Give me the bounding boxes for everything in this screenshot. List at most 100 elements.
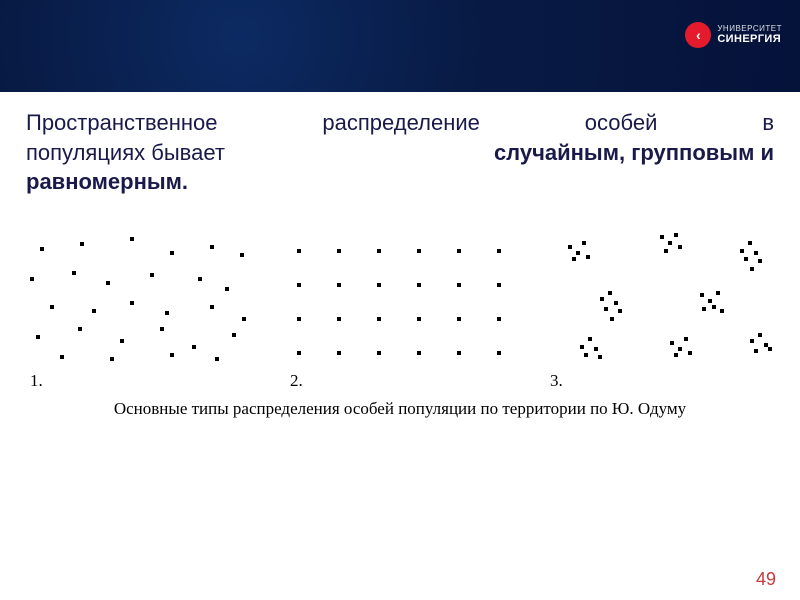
data-point <box>78 327 82 331</box>
data-point <box>580 345 584 349</box>
data-point <box>72 271 76 275</box>
data-point <box>758 259 762 263</box>
data-point <box>600 297 604 301</box>
data-point <box>165 311 169 315</box>
brand-chevron-icon: ‹ <box>685 22 711 48</box>
data-point <box>80 242 84 246</box>
data-point <box>417 317 421 321</box>
data-point <box>198 277 202 281</box>
data-point <box>750 339 754 343</box>
data-point <box>297 283 301 287</box>
data-point <box>668 241 672 245</box>
data-point <box>497 351 501 355</box>
data-point <box>660 235 664 239</box>
data-point <box>297 249 301 253</box>
data-point <box>457 283 461 287</box>
text-word: распределение <box>322 108 479 138</box>
text-segment-bold: случайным, групповым и <box>494 138 774 168</box>
data-point <box>754 251 758 255</box>
data-point <box>337 249 341 253</box>
brand-line1: УНИВЕРСИТЕТ <box>717 25 782 34</box>
data-point <box>750 267 754 271</box>
data-point <box>582 241 586 245</box>
data-point <box>192 345 196 349</box>
data-point <box>377 351 381 355</box>
data-point <box>297 351 301 355</box>
data-point <box>572 257 576 261</box>
data-point <box>377 283 381 287</box>
text-word: Пространственное <box>26 108 218 138</box>
data-point <box>712 305 716 309</box>
text-segment-bold: равномерным. <box>26 169 188 194</box>
data-point <box>210 305 214 309</box>
data-point <box>497 317 501 321</box>
data-point <box>225 287 229 291</box>
data-point <box>678 347 682 351</box>
data-point <box>160 327 164 331</box>
data-point <box>702 307 706 311</box>
data-point <box>40 247 44 251</box>
data-point <box>297 317 301 321</box>
data-point <box>700 293 704 297</box>
data-point <box>604 307 608 311</box>
data-point <box>594 347 598 351</box>
data-point <box>170 251 174 255</box>
data-point <box>588 337 592 341</box>
data-point <box>92 309 96 313</box>
panel-label: 2. <box>290 371 303 391</box>
data-point <box>716 291 720 295</box>
data-point <box>337 317 341 321</box>
panel-label: 3. <box>550 371 563 391</box>
data-point <box>708 299 712 303</box>
data-point <box>457 249 461 253</box>
data-point <box>130 237 134 241</box>
data-point <box>457 351 461 355</box>
text-word: в <box>762 108 774 138</box>
data-point <box>674 233 678 237</box>
main-paragraph: Пространственноераспределениеособейв поп… <box>0 92 800 197</box>
data-point <box>377 317 381 321</box>
data-point <box>242 317 246 321</box>
data-point <box>586 255 590 259</box>
data-point <box>744 257 748 261</box>
data-point <box>576 251 580 255</box>
data-point <box>120 339 124 343</box>
data-point <box>337 351 341 355</box>
data-point <box>678 245 682 249</box>
data-point <box>377 249 381 253</box>
data-point <box>618 309 622 313</box>
header-bar: ‹ УНИВЕРСИТЕТ СИНЕРГИЯ <box>0 0 800 92</box>
data-point <box>614 301 618 305</box>
brand-text: УНИВЕРСИТЕТ СИНЕРГИЯ <box>717 25 782 46</box>
data-point <box>768 347 772 351</box>
data-point <box>584 353 588 357</box>
data-point <box>30 277 34 281</box>
data-point <box>720 309 724 313</box>
data-point <box>598 355 602 359</box>
data-point <box>748 241 752 245</box>
distribution-panel-1 <box>10 227 260 367</box>
data-point <box>417 351 421 355</box>
data-point <box>50 305 54 309</box>
data-point <box>337 283 341 287</box>
data-point <box>754 349 758 353</box>
distribution-panel-2 <box>275 227 525 367</box>
data-point <box>670 341 674 345</box>
data-point <box>608 291 612 295</box>
text-segment: популяциях бывает <box>26 138 225 168</box>
data-point <box>417 249 421 253</box>
page-number: 49 <box>756 569 776 590</box>
data-point <box>130 301 134 305</box>
data-point <box>758 333 762 337</box>
figure-caption: Основные типы распределения особей попул… <box>10 399 790 419</box>
data-point <box>497 283 501 287</box>
data-point <box>215 357 219 361</box>
distribution-figure: 1.2.3. Основные типы распределения особе… <box>0 227 800 419</box>
data-point <box>170 353 174 357</box>
data-point <box>688 351 692 355</box>
data-point <box>240 253 244 257</box>
data-point <box>457 317 461 321</box>
data-point <box>210 245 214 249</box>
data-point <box>568 245 572 249</box>
data-point <box>417 283 421 287</box>
